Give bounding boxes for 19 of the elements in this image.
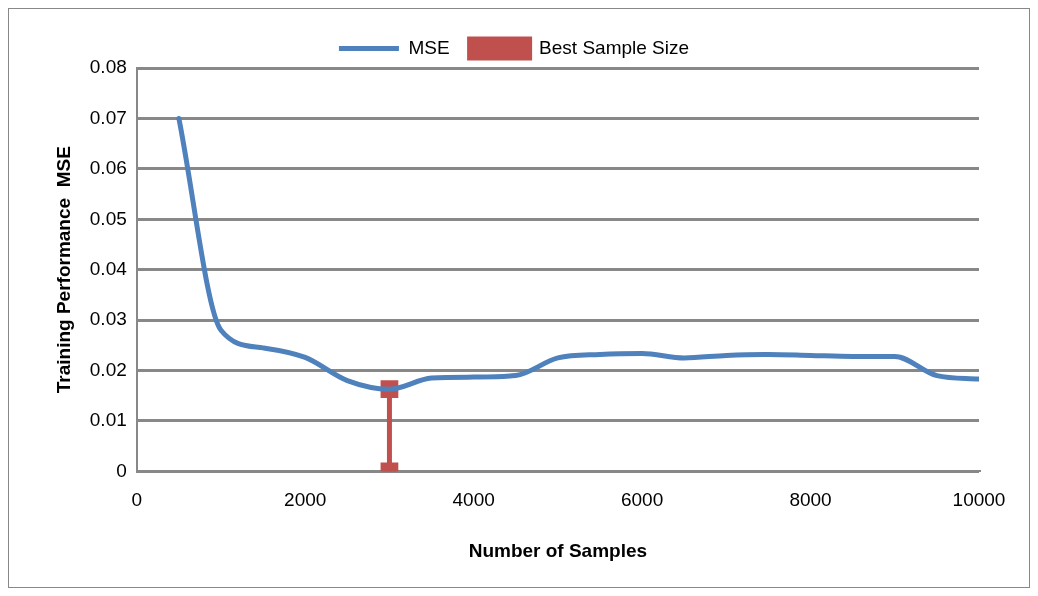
x-tick-label: 4000 (452, 489, 495, 511)
x-axis-title: Number of Samples (468, 539, 648, 561)
y-tick-label: 0.02 (89, 358, 127, 380)
x-tick-label: 2000 (284, 489, 327, 511)
y-tick-label: 0.03 (89, 308, 127, 330)
y-tick-label: 0.01 (89, 409, 127, 431)
y-tick-label: 0.05 (89, 207, 127, 229)
x-tick-label: 0 (131, 489, 143, 511)
y-tick-label: 0.06 (89, 157, 127, 179)
x-tick-label: 6000 (620, 489, 664, 511)
y-axis-title: Training Performance MSE (52, 146, 74, 394)
legend-label: MSE (408, 36, 450, 58)
legend-label: Best Sample Size (539, 36, 690, 58)
y-tick-label: 0.08 (89, 56, 127, 78)
y-tick-label: 0.07 (89, 106, 127, 128)
x-tick-label: 10000 (952, 489, 1006, 511)
x-tick-label: 8000 (789, 489, 832, 511)
y-tick-label: 0.04 (89, 257, 128, 279)
y-tick-label: 0 (116, 459, 127, 481)
